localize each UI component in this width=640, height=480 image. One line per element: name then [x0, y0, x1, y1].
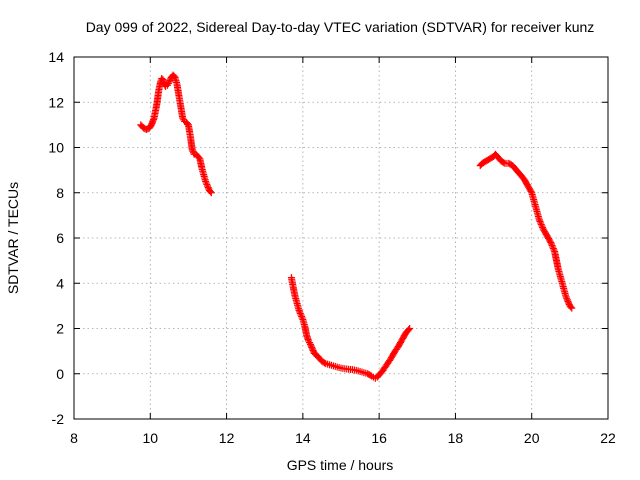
data-point	[548, 242, 556, 250]
y-tick-label: 8	[56, 185, 64, 201]
data-point	[204, 182, 211, 190]
data-point	[565, 299, 573, 307]
tick-layer	[73, 56, 609, 420]
chart-title: Day 099 of 2022, Sidereal Day-to-day VTE…	[86, 19, 595, 35]
data-point	[547, 239, 555, 247]
data-point	[563, 294, 571, 302]
data-point	[188, 146, 196, 154]
data-point	[500, 159, 508, 167]
data-point	[297, 311, 305, 319]
data-point	[527, 187, 535, 195]
data-point	[537, 219, 545, 227]
data-point	[549, 243, 557, 251]
data-point	[296, 308, 304, 316]
data-point	[298, 312, 306, 320]
x-tick-label: 16	[371, 430, 387, 446]
y-tick-label: 6	[56, 230, 64, 246]
x-tick-label: 8	[70, 430, 78, 446]
data-point	[537, 220, 545, 228]
data-point	[189, 147, 197, 155]
data-point	[536, 217, 544, 225]
x-axis-label: GPS time / hours	[287, 457, 394, 473]
data-point	[295, 306, 303, 314]
data-point	[563, 296, 571, 304]
y-tick-labels: -2 0 2 4 6 8 10 12 14	[48, 49, 64, 427]
x-tick-label: 12	[219, 430, 235, 446]
data-point	[164, 80, 172, 88]
grid-layer	[74, 57, 608, 419]
y-tick-label: 14	[48, 49, 64, 65]
x-tick-label: 22	[600, 430, 616, 446]
data-point	[306, 340, 314, 348]
y-tick-label: 4	[56, 275, 64, 291]
data-point	[320, 359, 328, 367]
data-point	[564, 297, 572, 305]
data-point	[298, 314, 306, 322]
data-point	[306, 339, 314, 347]
data-point	[547, 240, 555, 248]
y-tick-label: -2	[52, 411, 65, 427]
x-tick-label: 10	[142, 430, 158, 446]
y-axis-label: SDTVAR / TECUs	[5, 182, 21, 294]
y-tick-label: 10	[48, 140, 64, 156]
data-point	[202, 179, 210, 187]
data-point	[405, 326, 413, 334]
data-point	[538, 222, 546, 230]
data-point	[308, 345, 316, 353]
x-tick-label: 18	[448, 430, 464, 446]
y-tick-label: 12	[48, 94, 64, 110]
data-point	[207, 189, 215, 197]
data-point	[296, 309, 304, 317]
data-point	[562, 293, 570, 301]
data-point	[307, 342, 315, 350]
x-tick-label: 20	[524, 430, 540, 446]
data-point	[567, 303, 575, 311]
x-tick-labels: 8 10 12 14 16 18 20 22	[70, 430, 616, 446]
data-point	[165, 78, 173, 86]
data-point	[166, 76, 174, 84]
data-point	[203, 180, 211, 188]
data-point	[204, 183, 212, 191]
data-point	[202, 177, 210, 185]
data-point	[308, 343, 316, 351]
x-tick-label: 14	[295, 430, 311, 446]
data-point	[309, 346, 317, 354]
data-point	[550, 246, 558, 254]
y-tick-label: 0	[56, 366, 64, 382]
data-point	[406, 325, 414, 332]
y-tick-label: 2	[56, 321, 64, 337]
data-point	[206, 188, 214, 196]
data-point	[535, 216, 543, 224]
data-point	[549, 245, 557, 253]
data-points-layer	[137, 71, 576, 382]
data-point	[568, 304, 576, 312]
